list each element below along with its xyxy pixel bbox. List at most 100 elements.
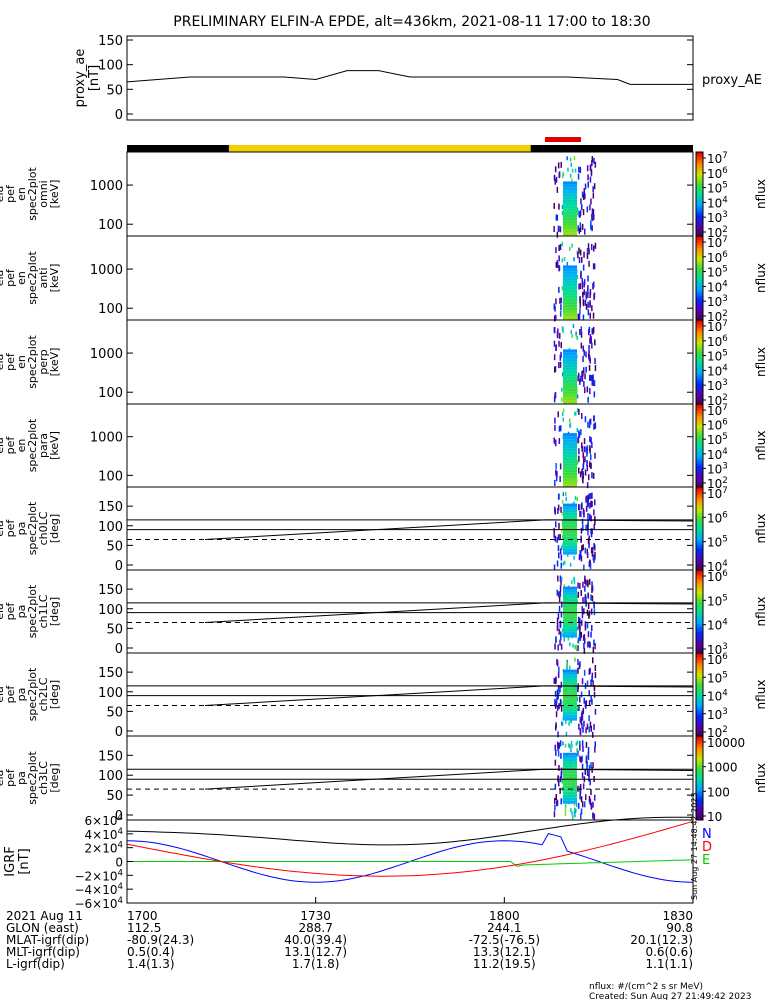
data-core-cell — [563, 607, 577, 611]
data-cell — [553, 811, 556, 818]
data-cell — [576, 428, 578, 432]
data-cell — [554, 417, 556, 424]
data-cell — [561, 286, 564, 291]
colorbar-segment — [696, 671, 703, 673]
data-cell — [576, 207, 579, 212]
data-cell — [581, 442, 583, 449]
colorbar-segment — [696, 422, 703, 424]
colorbar-segment — [696, 489, 703, 491]
colorbar-tick-label: 104 — [707, 363, 728, 378]
y-tick-label: 150 — [98, 34, 123, 49]
colorbar-segment — [696, 222, 703, 224]
data-cell — [561, 721, 563, 726]
colorbar-segment — [696, 665, 703, 667]
data-cell — [568, 418, 571, 423]
colorbar-segment — [696, 206, 703, 208]
data-cell — [559, 533, 561, 540]
colorbar-segment — [696, 808, 703, 810]
data-cell — [559, 575, 562, 582]
data-core-cell — [563, 469, 577, 473]
data-cell — [553, 340, 556, 347]
data-core-cell — [563, 595, 577, 599]
footer-created: Created: Sun Aug 27 21:49:42 2023 — [589, 992, 751, 1000]
data-cell — [556, 799, 559, 806]
data-cell — [585, 291, 587, 298]
colorbar-segment — [696, 322, 703, 324]
data-core-cell — [563, 604, 577, 608]
data-core-cell — [563, 274, 577, 278]
data-cell — [589, 292, 591, 298]
colorbar-segment — [696, 736, 703, 738]
colorbar-segment — [696, 754, 703, 756]
data-cell — [581, 545, 583, 552]
data-cell — [591, 672, 594, 679]
data-core-cell — [563, 463, 577, 467]
colorbar-segment — [696, 551, 703, 553]
data-cell — [577, 591, 579, 598]
colorbar-segment — [696, 616, 703, 618]
data-cell — [588, 493, 591, 500]
colorbar-segment — [696, 474, 703, 476]
data-cell — [554, 178, 556, 185]
colorbar-segment — [696, 766, 703, 768]
data-cell — [562, 329, 564, 334]
data-cell — [558, 628, 560, 635]
data-cell — [578, 372, 580, 379]
series-line-e — [127, 859, 694, 867]
data-cell — [593, 391, 596, 398]
colorbar-segment — [696, 511, 703, 513]
data-core-cell — [563, 457, 577, 461]
data-cell — [585, 741, 588, 748]
colorbar-segment — [696, 642, 703, 644]
data-core-cell — [563, 292, 577, 296]
colorbar-segment — [696, 626, 703, 628]
colorbar-tick-label: 103 — [707, 707, 728, 722]
data-core-cell — [563, 229, 577, 233]
panel-igrf: 6×1044×1042×1040−2×104−4×104−6×104IGRF[n… — [3, 793, 712, 911]
y-tick-label: 0 — [115, 856, 123, 870]
colorbar-segment — [696, 505, 703, 507]
y-axis-label: elapefenspec2plotperp[keV] — [0, 335, 61, 389]
data-cell — [591, 379, 593, 386]
data-cell — [577, 686, 579, 693]
colorbar-tick-label: 107 — [707, 486, 728, 501]
data-cell — [588, 419, 591, 426]
data-cell — [593, 423, 595, 430]
colorbar-segment — [696, 501, 703, 503]
data-core-cell — [563, 758, 577, 762]
colorbar-segment — [696, 162, 703, 164]
data-cell — [578, 430, 580, 437]
colorbar-segment — [696, 756, 703, 758]
data-cell — [582, 471, 584, 477]
data-cell — [558, 172, 560, 178]
data-cell — [559, 226, 562, 233]
colorbar-segment — [696, 487, 703, 489]
colorbar-segment — [696, 160, 703, 162]
data-core-cell — [563, 400, 577, 404]
colorbar-segment — [696, 462, 703, 464]
data-cell — [585, 755, 588, 762]
colorbar-segment — [696, 636, 703, 638]
data-cell — [581, 413, 583, 419]
colorbar-segment — [696, 456, 703, 458]
data-cell — [569, 173, 572, 178]
data-cell — [560, 798, 562, 805]
data-cell — [558, 245, 560, 251]
data-core-cell — [563, 551, 577, 555]
y-tick-label: 100 — [98, 302, 123, 317]
colorbar-segment — [696, 232, 703, 234]
data-cell — [581, 772, 584, 779]
y-axis-label: elapefpaspec2plotch2LC[deg] — [0, 667, 61, 721]
data-cell — [577, 705, 580, 711]
panel-spectrogram-5: 150100500elapefpaspec2plotch0LC[deg]1071… — [0, 486, 768, 574]
data-cell — [555, 475, 558, 482]
data-cell — [557, 613, 560, 620]
colorbar-label: nflux — [754, 179, 768, 209]
colorbar-segment — [696, 226, 703, 228]
data-cell — [570, 719, 573, 724]
colorbar-segment — [696, 620, 703, 622]
data-cell — [570, 741, 573, 746]
colorbar-segment — [696, 482, 703, 484]
data-cell — [560, 772, 563, 779]
data-core-cell — [563, 286, 577, 290]
